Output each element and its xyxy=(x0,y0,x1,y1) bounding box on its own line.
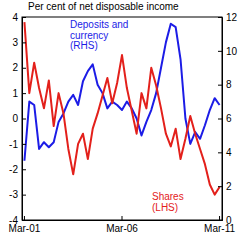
y-tick: 2 xyxy=(12,62,26,73)
chart-title: Per cent of net disposable income xyxy=(28,1,179,12)
x-tick-mark xyxy=(219,216,220,220)
y2-tick-mark xyxy=(218,152,222,153)
y2-tick-mark xyxy=(218,186,222,187)
y-tick-mark xyxy=(22,195,26,196)
y2-tick-mark xyxy=(218,17,222,18)
y-tick-label: 3 xyxy=(12,37,18,48)
axis-line xyxy=(23,18,27,221)
y-tick-label: 2 xyxy=(12,62,18,73)
x-tick: Mar-11 xyxy=(204,216,235,234)
y-tick-mark xyxy=(22,17,26,18)
x-tick: Mar-01 xyxy=(9,216,41,234)
y-tick-mark xyxy=(22,42,26,43)
y-tick-mark xyxy=(22,93,26,94)
x-tick-label: Mar-01 xyxy=(9,223,41,234)
lines xyxy=(24,22,219,195)
x-tick-label: Mar-11 xyxy=(204,223,235,234)
y-tick-label: 1 xyxy=(12,88,18,99)
y2-tick: 2 xyxy=(218,181,232,192)
y2-tick-label: 2 xyxy=(226,181,232,192)
y-tick-label: 0 xyxy=(12,113,18,124)
series-label: Deposits andcurrency(RHS) xyxy=(70,19,128,51)
x-tick-label: Mar-06 xyxy=(106,223,138,234)
y-tick: 4 xyxy=(12,12,26,23)
y-tick-label: -2 xyxy=(9,164,18,175)
y-tick-label: 4 xyxy=(12,12,18,23)
series-label: Shares(LHS) xyxy=(152,191,184,213)
y2-tick-label: 4 xyxy=(226,147,232,158)
y2-tick-label: 6 xyxy=(226,113,232,124)
y2-tick-mark xyxy=(218,119,222,120)
y2-tick: 12 xyxy=(218,12,238,23)
y2-tick-label: 8 xyxy=(226,79,232,90)
y-tick: 0 xyxy=(12,113,26,124)
y-tick: 1 xyxy=(12,88,26,99)
y-tick: -3 xyxy=(9,189,26,200)
y2-tick: 10 xyxy=(218,46,238,57)
y-tick-mark xyxy=(22,169,26,170)
y2-tick-mark xyxy=(218,85,222,86)
y-tick-mark xyxy=(22,144,26,145)
x-tick: Mar-06 xyxy=(106,216,138,234)
plot-frame xyxy=(22,17,222,220)
y2-tick-label: 12 xyxy=(226,12,238,23)
y-tick-label: -1 xyxy=(9,139,18,150)
y2-tick-label: 10 xyxy=(226,46,238,57)
y2-tick-mark xyxy=(218,51,222,52)
x-tick-mark xyxy=(122,216,123,220)
y-tick: 3 xyxy=(12,37,26,48)
y2-tick: 6 xyxy=(218,113,232,124)
y-tick-mark xyxy=(22,119,26,120)
y-tick: -1 xyxy=(9,139,26,150)
series-line xyxy=(24,24,219,161)
axis-line xyxy=(218,18,223,221)
y-tick-label: -3 xyxy=(9,189,18,200)
y-axis: -4-3-2-101234 xyxy=(9,12,26,226)
y2-tick: 8 xyxy=(218,79,232,90)
y-tick-mark xyxy=(22,68,26,69)
y-tick: -2 xyxy=(9,164,26,175)
y2-tick: 4 xyxy=(218,147,232,158)
series-line xyxy=(24,22,219,195)
axis-line xyxy=(23,216,223,221)
x-tick-mark xyxy=(24,216,25,220)
x-axis: Mar-01 Mar-06 Mar-11 xyxy=(9,216,236,234)
y2-axis: 024681012 xyxy=(218,12,238,226)
